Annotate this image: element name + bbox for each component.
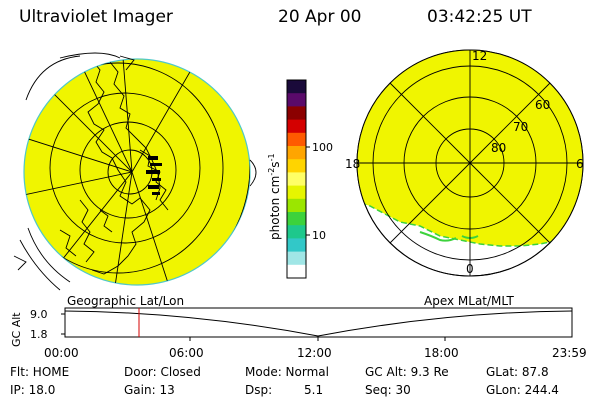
colorbar-tick-10: 10: [312, 229, 326, 242]
mlt-label-0: 0: [466, 262, 474, 276]
colorbar-segment: [287, 185, 306, 200]
right-panel-label: Apex MLat/MLT: [424, 294, 514, 308]
colorbar-segment: [287, 159, 306, 173]
flight-mode: Flt: HOME: [10, 365, 70, 379]
mlat-label-70: 70: [513, 120, 528, 134]
ip-value: IP: 18.0: [10, 383, 56, 397]
mlt-label-6: 6: [576, 157, 584, 171]
colorbar-segment: [287, 93, 306, 107]
colorbar-segment: [287, 146, 306, 160]
geographic-image: [13, 52, 257, 291]
instrument-title: Ultraviolet Imager: [19, 7, 173, 27]
colorbar-segment: [287, 238, 306, 253]
colorbar-segment: [287, 212, 306, 226]
mlt-label-18: 18: [345, 157, 360, 171]
altitude-timeline: [61, 307, 573, 341]
mlat-label-80: 80: [491, 141, 506, 155]
gc-altitude: GC Alt: 9.3 Re: [365, 365, 449, 379]
colorbar-unit-label: photon cm-2s-1: [267, 153, 282, 240]
left-panel-label: Geographic Lat/Lon: [67, 294, 185, 308]
timeline-ytick-9: 9.0: [30, 308, 48, 321]
colorbar-segment: [287, 198, 306, 213]
gain-value: Gain: 13: [124, 383, 175, 397]
timeline-xtick-1: 06:00: [169, 346, 204, 360]
timeline-xtick-2: 12:00: [297, 346, 332, 360]
colorbar-segment: [287, 225, 306, 239]
timeline-xtick-3: 18:00: [424, 346, 459, 360]
colorbar-segment: [287, 80, 306, 94]
mlat-label-60: 60: [535, 98, 550, 112]
colorbar: [286, 79, 307, 279]
colorbar-segment: [287, 172, 306, 187]
mode-value: Mode: Normal: [245, 365, 329, 379]
colorbar-frame: [286, 79, 307, 279]
colorbar-segment: [287, 132, 306, 147]
colorbar-tick-100: 100: [312, 141, 333, 154]
door-status: Door: Closed: [124, 365, 201, 379]
dsp-value: 5.1: [304, 383, 324, 397]
sequence-number: Seq: 30: [365, 383, 411, 397]
colorbar-segment: [287, 264, 306, 279]
timeline-ylabel: GC Alt: [10, 312, 23, 347]
colorbar-segment: [287, 119, 306, 134]
colorbar-segment: [287, 251, 306, 266]
dsp-label: Dsp:: [245, 383, 273, 397]
timeline-xtick-0: 00:00: [44, 346, 79, 360]
magnetic-polar-plot: [356, 49, 584, 277]
timeline-ytick-1: 1.8: [30, 328, 48, 341]
time-label: 03:42:25 UT: [427, 7, 532, 27]
date-label: 20 Apr 00: [278, 7, 362, 27]
colorbar-segment: [287, 106, 306, 121]
geographic-longitude: GLon: 244.4: [486, 383, 559, 397]
geographic-latitude: GLat: 87.8: [486, 365, 549, 379]
mlt-label-12: 12: [472, 49, 487, 63]
timeline-xtick-4: 23:59: [552, 346, 587, 360]
